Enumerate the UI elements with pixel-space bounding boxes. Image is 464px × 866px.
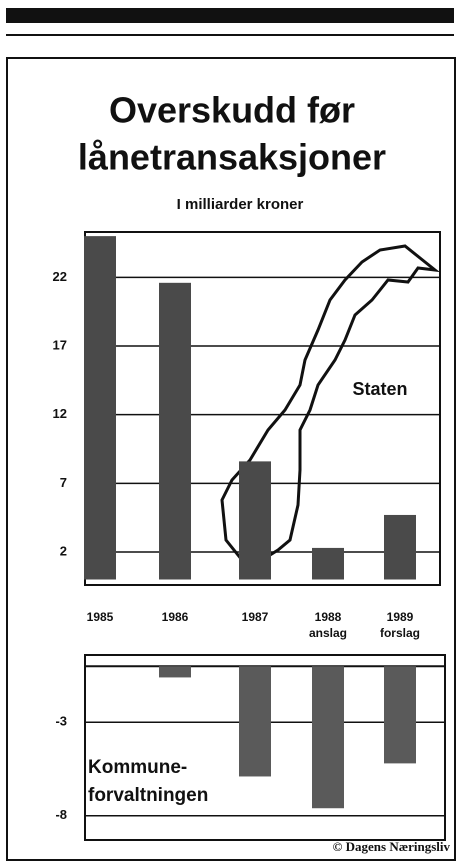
x-tick-note: forslag [380,626,420,640]
header-bar [6,8,454,23]
y-tick-label: -3 [55,714,67,729]
x-tick-label: 1986 [162,610,189,624]
series-label: Staten [352,379,407,399]
bar [312,547,344,580]
x-tick-note: anslag [309,626,347,640]
y-tick-label: 2 [60,543,67,558]
y-tick-label: 12 [53,406,67,421]
bar [312,666,344,809]
subtitle: I milliarder kroner [177,196,304,213]
bar [384,666,416,764]
norway-map [220,244,441,562]
bar [384,514,416,580]
x-tick-label: 1985 [87,610,114,624]
y-tick-label: 7 [60,475,67,490]
bar [84,236,116,580]
y-tick-label: 22 [53,269,67,284]
bar [159,666,191,678]
title-line: lånetransaksjoner [78,137,386,178]
y-tick-label: -8 [55,807,67,822]
x-tick-label: 1988 [315,610,342,624]
bar [239,461,271,580]
x-tick-label: 1989 [387,610,414,624]
plot-frame [84,654,446,841]
header-rule [6,34,454,36]
series-label: forvaltningen [88,785,208,806]
frame [6,57,456,861]
x-tick-label: 1987 [242,610,269,624]
source: © Dagens Næringsliv [333,839,451,854]
y-tick-label: 17 [53,337,67,352]
bar [239,666,271,777]
series-label: Kommune- [88,757,187,778]
title-line: Overskudd før [109,90,355,131]
bar [159,282,191,580]
